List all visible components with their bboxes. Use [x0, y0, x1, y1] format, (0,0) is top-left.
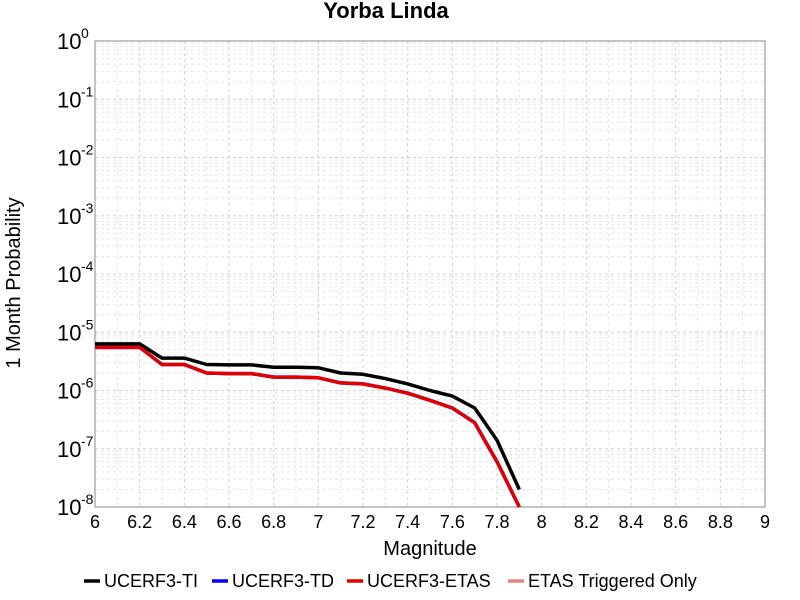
- chart-title: Yorba Linda: [323, 0, 449, 23]
- x-tick-label: 7.2: [350, 512, 375, 532]
- y-tick-label: 10 -4: [57, 258, 94, 287]
- y-tick-exponent: -6: [81, 375, 94, 391]
- legend-entry: UCERF3-TD: [212, 571, 334, 591]
- y-tick-exponent: -3: [81, 200, 94, 216]
- y-tick-exponent: -8: [81, 491, 94, 507]
- y-tick-base: 10: [57, 495, 81, 520]
- y-tick-base: 10: [57, 320, 81, 345]
- y-tick-base: 10: [57, 262, 81, 287]
- x-tick-label: 6.2: [127, 512, 152, 532]
- x-tick-label: 6.4: [172, 512, 197, 532]
- y-tick-label: 10 -3: [57, 200, 94, 229]
- x-tick-label: 6.8: [261, 512, 286, 532]
- y-tick-exponent: -1: [81, 83, 94, 99]
- legend-entry: UCERF3-TI: [84, 571, 198, 591]
- x-tick-label: 6.6: [216, 512, 241, 532]
- x-tick-label: 7.8: [484, 512, 509, 532]
- x-tick-label: 7: [313, 512, 323, 532]
- grid: [94, 40, 766, 508]
- y-tick-exponent: -2: [81, 142, 94, 158]
- legend-entry: ETAS Triggered Only: [508, 571, 697, 591]
- series-layer: [95, 342, 521, 508]
- legend: UCERF3-TI UCERF3-TD UCERF3-ETAS ETAS Trigge…: [84, 571, 697, 591]
- y-tick-exponent: -7: [81, 433, 94, 449]
- x-tick-label: 8.2: [574, 512, 599, 532]
- legend-label: ETAS Triggered Only: [528, 571, 697, 591]
- y-axis-label: 1 Month Probability: [3, 197, 25, 368]
- y-tick-label: 10 -7: [57, 433, 94, 462]
- y-tick-base: 10: [57, 204, 81, 229]
- y-tick-label: 10 -1: [57, 83, 94, 112]
- x-tick-label: 8: [537, 512, 547, 532]
- legend-label: UCERF3-TD: [232, 571, 334, 591]
- legend-label: UCERF3-TI: [104, 571, 198, 591]
- y-tick-exponent: -5: [81, 316, 94, 332]
- y-tick-base: 10: [57, 437, 81, 462]
- y-tick-exponent: -4: [81, 258, 94, 274]
- x-tick-label: 8.4: [618, 512, 643, 532]
- x-tick-label: 8.6: [663, 512, 688, 532]
- y-tick-base: 10: [57, 87, 81, 112]
- x-tick-label: 7.6: [440, 512, 465, 532]
- series-line-ucerf3-ti: [95, 342, 521, 491]
- x-tick-label: 6: [90, 512, 100, 532]
- y-tick-label: 10 -5: [57, 316, 94, 345]
- y-tick-base: 10: [57, 29, 81, 54]
- x-tick-label: 8.8: [708, 512, 733, 532]
- y-tick-label: 10 -2: [57, 142, 94, 171]
- series-line-ucerf3-etas: [95, 345, 521, 508]
- x-tick-label: 7.4: [395, 512, 420, 532]
- y-tick-base: 10: [57, 146, 81, 171]
- x-tick-labels: 6 6.2 6.4 6.6 6.8 7 7.2 7.4 7.6 7.8 8 8.2 8.4 8.6 8.8 9: [90, 512, 770, 532]
- plot-frame: [94, 40, 766, 508]
- y-tick-base: 10: [57, 379, 81, 404]
- x-axis-label: Magnitude: [383, 538, 476, 560]
- y-tick-label: 10 -8: [57, 491, 94, 520]
- y-tick-label: 10 0: [57, 25, 89, 54]
- x-tick-label: 9: [760, 512, 770, 532]
- y-tick-label: 10 -6: [57, 375, 94, 404]
- y-tick-exponent: 0: [81, 25, 89, 41]
- legend-label: UCERF3-ETAS: [367, 571, 491, 591]
- legend-entry: UCERF3-ETAS: [347, 571, 491, 591]
